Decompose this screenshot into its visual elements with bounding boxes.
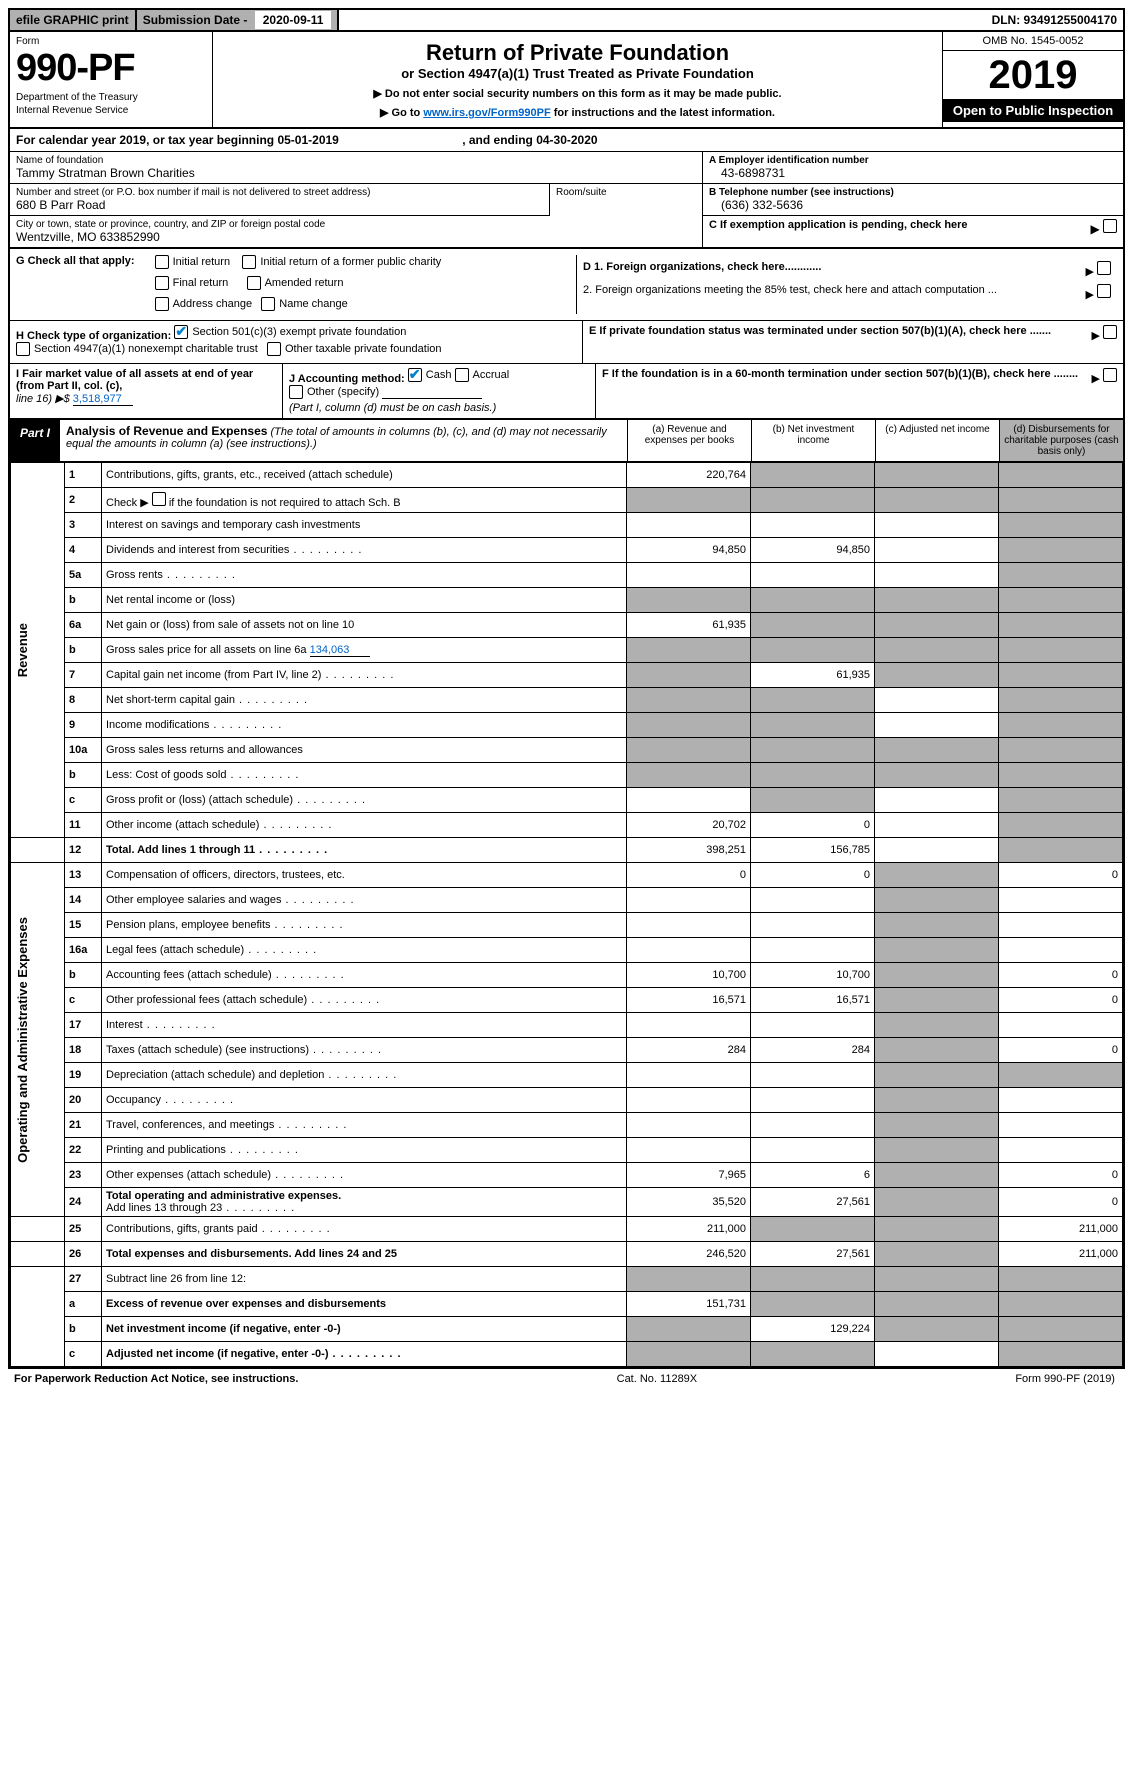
catalog-no: Cat. No. 11289X [617, 1373, 698, 1385]
J-note: (Part I, column (d) must be on cash basi… [289, 402, 496, 414]
instr-goto: ▶ Go to www.irs.gov/Form990PF for instru… [221, 106, 934, 119]
fmv-value: 3,518,977 [73, 393, 133, 406]
H-label: H Check type of organization: [16, 330, 171, 342]
D2-label: 2. Foreign organizations meeting the 85%… [583, 284, 997, 296]
chk-final-return[interactable] [155, 276, 169, 290]
ein: A Employer identification number 43-6898… [703, 152, 1123, 184]
tax-year: 2019 [943, 51, 1123, 99]
street-address: Number and street (or P.O. box number if… [10, 184, 550, 216]
room-suite: Room/suite [550, 184, 702, 216]
col-d-header: (d) Disbursements for charitable purpose… [999, 420, 1123, 461]
open-public: Open to Public Inspection [943, 99, 1123, 122]
graphic-print-btn[interactable]: efile GRAPHIC print [10, 10, 137, 30]
chk-other-method[interactable] [289, 385, 303, 399]
telephone: B Telephone number (see instructions) (6… [703, 184, 1123, 216]
form-id-footer: Form 990-PF (2019) [1015, 1373, 1115, 1385]
col-c-header: (c) Adjusted net income [875, 420, 999, 461]
E-label: E If private foundation status was termi… [589, 325, 1051, 337]
col-b-header: (b) Net investment income [751, 420, 875, 461]
chk-initial-former[interactable] [242, 255, 256, 269]
chk-amended[interactable] [247, 276, 261, 290]
chk-other-taxable[interactable] [267, 342, 281, 356]
submission-label: Submission Date - 2020-09-11 [137, 10, 340, 30]
irs-link[interactable]: www.irs.gov/Form990PF [423, 107, 550, 119]
chk-foreign-85[interactable] [1097, 284, 1111, 298]
chk-cash[interactable] [408, 368, 422, 382]
J-label: J Accounting method: [289, 373, 405, 385]
foundation-name: Name of foundation Tammy Stratman Brown … [10, 152, 702, 184]
col-a-header: (a) Revenue and expenses per books [627, 420, 751, 461]
dept-treasury: Department of the Treasury [16, 92, 206, 103]
F-label: F If the foundation is in a 60-month ter… [602, 368, 1078, 380]
I-fmv: I Fair market value of all assets at end… [10, 364, 283, 418]
expenses-side-label: Operating and Administrative Expenses [15, 917, 30, 1163]
topbar: efile GRAPHIC print Submission Date - 20… [10, 10, 1123, 32]
analysis-table: Revenue 1Contributions, gifts, grants, e… [10, 462, 1123, 1367]
dept-irs: Internal Revenue Service [16, 105, 206, 116]
chk-501c3[interactable] [174, 325, 188, 339]
check-G-label: G Check all that apply: [16, 255, 135, 267]
part1-desc: Analysis of Revenue and Expenses (The to… [60, 420, 627, 461]
dln: DLN: 93491255004170 [986, 10, 1123, 30]
chk-4947a1[interactable] [16, 342, 30, 356]
form-subtitle: or Section 4947(a)(1) Trust Treated as P… [221, 66, 934, 81]
footer: For Paperwork Reduction Act Notice, see … [8, 1369, 1121, 1389]
chk-60month[interactable] [1103, 368, 1117, 382]
city-state-zip: City or town, state or province, country… [10, 216, 702, 247]
form-title: Return of Private Foundation [221, 40, 934, 66]
form-number: 990-PF [16, 47, 206, 90]
calendar-year: For calendar year 2019, or tax year begi… [10, 127, 1123, 152]
instr-no-ssn: ▶ Do not enter social security numbers o… [221, 87, 934, 100]
chk-accrual[interactable] [455, 368, 469, 382]
D1-label: D 1. Foreign organizations, check here..… [583, 261, 821, 273]
revenue-side-label: Revenue [15, 623, 30, 677]
form-container: efile GRAPHIC print Submission Date - 20… [8, 8, 1125, 1369]
part1-label: Part I [10, 420, 60, 461]
paperwork-notice: For Paperwork Reduction Act Notice, see … [14, 1373, 298, 1385]
omb-number: OMB No. 1545-0052 [943, 32, 1123, 51]
chk-foreign-org[interactable] [1097, 261, 1111, 275]
chk-initial-return[interactable] [155, 255, 169, 269]
header: Form 990-PF Department of the Treasury I… [10, 32, 1123, 127]
chk-status-terminated[interactable] [1103, 325, 1117, 339]
form-label: Form [16, 36, 206, 47]
chk-name-change[interactable] [261, 297, 275, 311]
exemption-pending: C If exemption application is pending, c… [703, 216, 1123, 245]
submission-date: 2020-09-11 [255, 11, 332, 29]
chk-address-change[interactable] [155, 297, 169, 311]
chk-sch-b[interactable] [152, 492, 166, 506]
